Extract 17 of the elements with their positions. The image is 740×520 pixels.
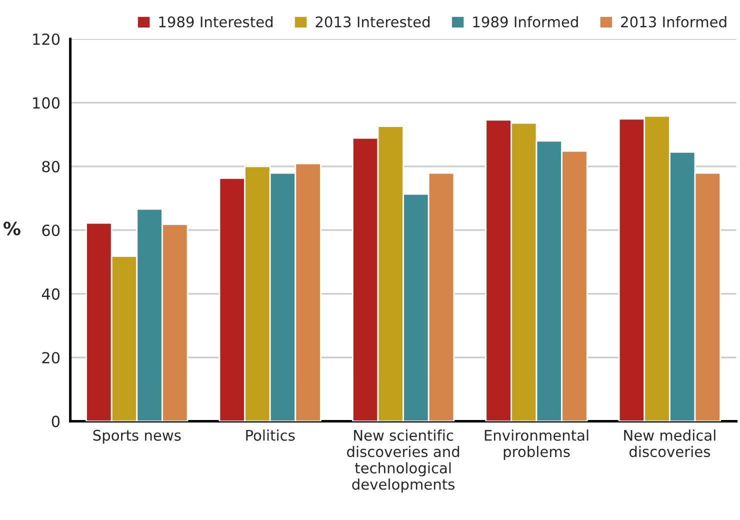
y-tick-label: 100 (33, 97, 60, 109)
x-tick-label: Politics (246, 430, 295, 441)
x-tick-label: Environmental problems (484, 430, 588, 460)
x-tick-label: Sports news (93, 430, 181, 444)
y-tick-label: 0 (52, 416, 60, 428)
legend-label: 2013 Informed (621, 16, 726, 28)
y-tick-label: 60 (42, 224, 60, 236)
y-tick-label: 20 (42, 352, 60, 364)
legend-label: 1989 Informed (473, 16, 578, 28)
x-tick-label: New scientific discoveries and technological developments (347, 430, 460, 493)
y-tick-label: 120 (33, 33, 60, 46)
legend-label: 1989 Interested (159, 16, 272, 28)
y-tick-label: 80 (42, 160, 60, 172)
legend-label: 2013 Interested (316, 16, 430, 28)
y-axis-title: % (4, 222, 20, 236)
y-tick-label: 40 (42, 288, 60, 300)
x-tick-label: New medical discoveries (624, 430, 716, 458)
